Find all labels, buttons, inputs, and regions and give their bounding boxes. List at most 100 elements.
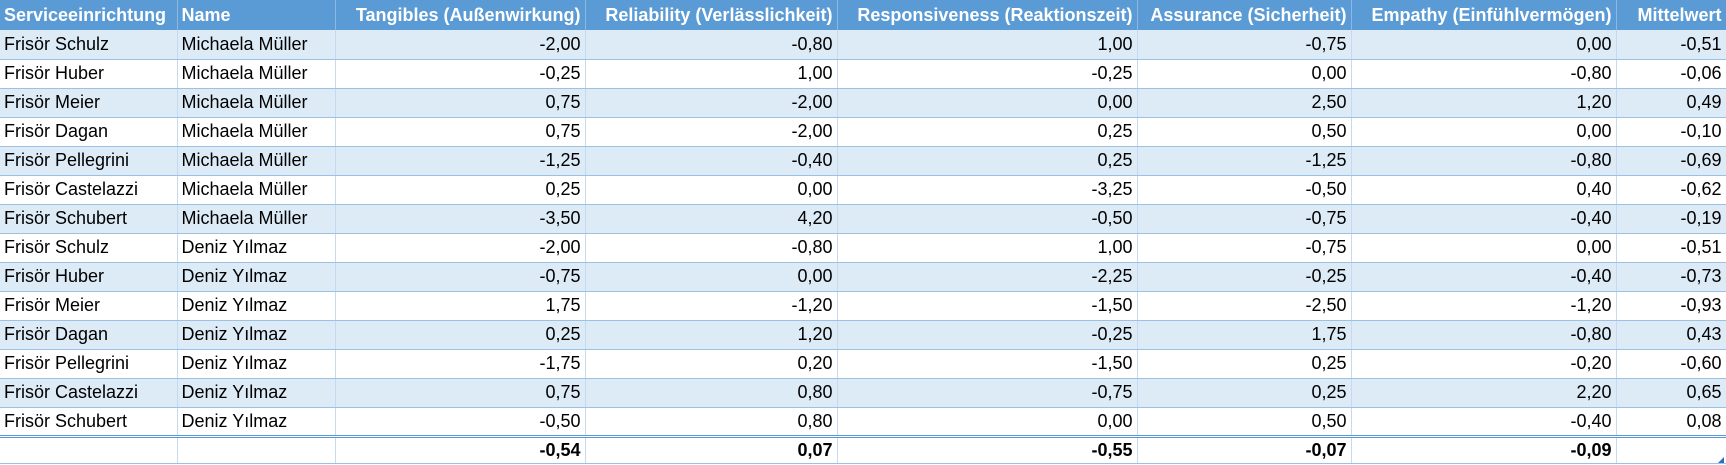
cell-responsiveness[interactable]: -0,75	[837, 378, 1138, 408]
cell-reliability[interactable]: 0,00	[585, 262, 838, 292]
cell-mittelwert[interactable]: 0,43	[1616, 320, 1726, 350]
cell-reliability[interactable]: -0,80	[585, 30, 838, 60]
cell-assurance[interactable]: 2,50	[1137, 88, 1352, 118]
cell-reliability[interactable]: 1,00	[585, 59, 838, 89]
cell-mittelwert[interactable]: -0,69	[1616, 146, 1726, 176]
cell-name[interactable]: Michaela Müller	[177, 117, 336, 147]
cell-reliability[interactable]: 0,80	[585, 378, 838, 408]
cell-assurance[interactable]: -2,50	[1137, 291, 1352, 321]
cell-responsiveness[interactable]: -0,25	[837, 320, 1138, 350]
cell-name[interactable]: Deniz Yılmaz	[177, 262, 336, 292]
cell-tangibles[interactable]: 0,75	[335, 117, 586, 147]
cell-serviceeinrichtung[interactable]: Frisör Schubert	[0, 204, 178, 234]
cell-tangibles[interactable]: 1,75	[335, 291, 586, 321]
cell-name[interactable]: Michaela Müller	[177, 146, 336, 176]
cell-reliability[interactable]: 1,20	[585, 320, 838, 350]
cell-empathy[interactable]: -1,20	[1351, 291, 1617, 321]
cell-tangibles[interactable]: 0,75	[335, 88, 586, 118]
cell-responsiveness[interactable]: -0,25	[837, 59, 1138, 89]
cell-assurance[interactable]: 0,25	[1137, 378, 1352, 408]
cell-tangibles[interactable]: -2,00	[335, 30, 586, 60]
cell-empathy[interactable]: 0,40	[1351, 175, 1617, 205]
total-assurance[interactable]: -0,07	[1137, 434, 1352, 464]
cell-reliability[interactable]: -0,40	[585, 146, 838, 176]
cell-name[interactable]: Deniz Yılmaz	[177, 407, 336, 437]
cell-responsiveness[interactable]: -0,50	[837, 204, 1138, 234]
cell-mittelwert[interactable]: -0,60	[1616, 349, 1726, 379]
cell-serviceeinrichtung[interactable]: Frisör Huber	[0, 59, 178, 89]
cell-empathy[interactable]: -0,40	[1351, 407, 1617, 437]
cell-responsiveness[interactable]: -1,50	[837, 291, 1138, 321]
cell-responsiveness[interactable]: 1,00	[837, 233, 1138, 263]
cell-tangibles[interactable]: -0,50	[335, 407, 586, 437]
cell-serviceeinrichtung[interactable]: Frisör Castelazzi	[0, 378, 178, 408]
cell-mittelwert[interactable]: -0,51	[1616, 30, 1726, 60]
cell-reliability[interactable]: -0,80	[585, 233, 838, 263]
cell-empathy[interactable]: 1,20	[1351, 88, 1617, 118]
cell-serviceeinrichtung[interactable]: Frisör Dagan	[0, 117, 178, 147]
cell-assurance[interactable]: -0,75	[1137, 233, 1352, 263]
column-header-empathy[interactable]: Empathy (Einfühlvermögen)	[1351, 0, 1617, 30]
cell-reliability[interactable]: -2,00	[585, 117, 838, 147]
cell-serviceeinrichtung[interactable]: Frisör Schulz	[0, 30, 178, 60]
cell-assurance[interactable]: 1,75	[1137, 320, 1352, 350]
cell-name[interactable]: Michaela Müller	[177, 175, 336, 205]
total-empathy[interactable]: -0,09	[1351, 434, 1617, 464]
cell-assurance[interactable]: 0,00	[1137, 59, 1352, 89]
cell-serviceeinrichtung[interactable]: Frisör Schulz	[0, 233, 178, 263]
cell-name[interactable]: Deniz Yılmaz	[177, 378, 336, 408]
cell-mittelwert[interactable]: -0,73	[1616, 262, 1726, 292]
cell-reliability[interactable]: 0,20	[585, 349, 838, 379]
cell-empathy[interactable]: -0,80	[1351, 146, 1617, 176]
cell-serviceeinrichtung[interactable]: Frisör Pellegrini	[0, 146, 178, 176]
cell-reliability[interactable]: 0,80	[585, 407, 838, 437]
cell-mittelwert[interactable]: -0,06	[1616, 59, 1726, 89]
cell-empathy[interactable]: 2,20	[1351, 378, 1617, 408]
cell-mittelwert[interactable]: 0,49	[1616, 88, 1726, 118]
cell-assurance[interactable]: -0,50	[1137, 175, 1352, 205]
cell-empathy[interactable]: -0,20	[1351, 349, 1617, 379]
cell-tangibles[interactable]: -2,00	[335, 233, 586, 263]
cell-mittelwert[interactable]: -0,19	[1616, 204, 1726, 234]
cell-assurance[interactable]: 0,50	[1137, 117, 1352, 147]
cell-mittelwert[interactable]: -0,10	[1616, 117, 1726, 147]
cell-empathy[interactable]: -0,40	[1351, 262, 1617, 292]
cell-name[interactable]: Deniz Yılmaz	[177, 291, 336, 321]
cell-mittelwert[interactable]: 0,65	[1616, 378, 1726, 408]
cell-serviceeinrichtung[interactable]: Frisör Meier	[0, 291, 178, 321]
total-serviceeinrichtung[interactable]	[0, 434, 178, 464]
cell-empathy[interactable]: -0,80	[1351, 59, 1617, 89]
cell-assurance[interactable]: -1,25	[1137, 146, 1352, 176]
cell-tangibles[interactable]: 0,25	[335, 175, 586, 205]
cell-name[interactable]: Michaela Müller	[177, 59, 336, 89]
column-header-reliability[interactable]: Reliability (Verlässlichkeit)	[585, 0, 838, 30]
cell-reliability[interactable]: 4,20	[585, 204, 838, 234]
cell-responsiveness[interactable]: -1,50	[837, 349, 1138, 379]
cell-empathy[interactable]: -0,80	[1351, 320, 1617, 350]
cell-tangibles[interactable]: 0,25	[335, 320, 586, 350]
cell-tangibles[interactable]: -0,75	[335, 262, 586, 292]
cell-responsiveness[interactable]: 0,00	[837, 88, 1138, 118]
cell-name[interactable]: Deniz Yılmaz	[177, 349, 336, 379]
cell-responsiveness[interactable]: 0,25	[837, 117, 1138, 147]
total-reliability[interactable]: 0,07	[585, 434, 838, 464]
column-header-serviceeinrichtung[interactable]: Serviceeinrichtung	[0, 0, 178, 30]
cell-serviceeinrichtung[interactable]: Frisör Huber	[0, 262, 178, 292]
cell-assurance[interactable]: 0,25	[1137, 349, 1352, 379]
cell-serviceeinrichtung[interactable]: Frisör Meier	[0, 88, 178, 118]
column-header-assurance[interactable]: Assurance (Sicherheit)	[1137, 0, 1352, 30]
cell-tangibles[interactable]: -0,25	[335, 59, 586, 89]
cell-mittelwert[interactable]: -0,51	[1616, 233, 1726, 263]
cell-assurance[interactable]: -0,75	[1137, 204, 1352, 234]
column-header-tangibles[interactable]: Tangibles (Außenwirkung)	[335, 0, 586, 30]
cell-reliability[interactable]: -2,00	[585, 88, 838, 118]
cell-responsiveness[interactable]: 0,00	[837, 407, 1138, 437]
table-resize-handle[interactable]	[1718, 457, 1724, 463]
cell-responsiveness[interactable]: 1,00	[837, 30, 1138, 60]
cell-name[interactable]: Deniz Yılmaz	[177, 233, 336, 263]
column-header-mittelwert[interactable]: Mittelwert	[1616, 0, 1726, 30]
cell-name[interactable]: Deniz Yılmaz	[177, 320, 336, 350]
cell-mittelwert[interactable]: -0,93	[1616, 291, 1726, 321]
cell-responsiveness[interactable]: -3,25	[837, 175, 1138, 205]
cell-name[interactable]: Michaela Müller	[177, 30, 336, 60]
